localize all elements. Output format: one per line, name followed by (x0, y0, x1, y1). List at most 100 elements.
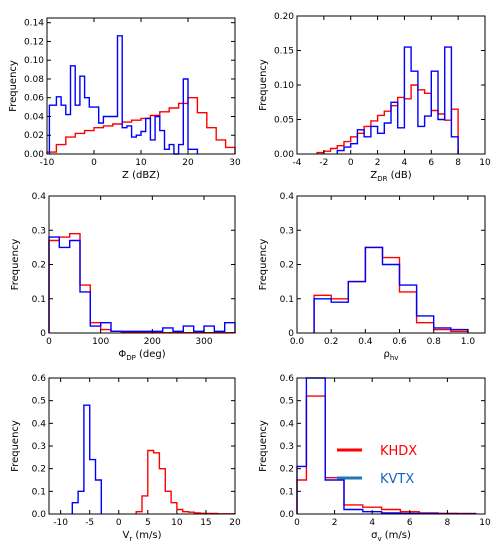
y-tick-label: 0.1 (280, 295, 294, 305)
y-tick-label: 0.2 (280, 261, 294, 271)
x-tick-label: 0.6 (392, 337, 407, 347)
series-kvtx-line (71, 404, 102, 514)
y-tick-label: 0.4 (32, 192, 47, 202)
panel-2: -4 -2 0 2 4 6 8 10 0.00 0.05 0.10 0.15 0.20 Frequency… (258, 12, 491, 183)
y-tick-label: 0.3 (280, 442, 294, 452)
y-tick-label: 0.02 (24, 131, 44, 141)
x-tick-label: 4 (369, 518, 375, 528)
axes-frame (48, 195, 236, 334)
x-tick-label: -5 (85, 518, 94, 528)
x-tick-label: 20 (182, 158, 194, 168)
x-tick-label: 1.0 (461, 337, 476, 347)
y-tick-label: 0.5 (32, 397, 46, 407)
x-tick-label: 0 (348, 158, 354, 168)
x-tick-label: 5 (145, 518, 151, 528)
y-tick-label: 0.00 (274, 150, 294, 160)
x-tick-label: 0.8 (427, 337, 442, 347)
series-khdx-line (313, 246, 469, 333)
x-tick-label: 0 (116, 518, 122, 528)
panel-5: -10 -5 0 5 10 15 20 0.0 0.1 0.2 0.3 0.4 0.5 0.6 Freque… (10, 374, 241, 543)
y-tick-label: 0.04 (24, 112, 44, 122)
legend-label-kvtx: KVTX (380, 472, 414, 487)
y-tick-label: 0.05 (274, 116, 294, 126)
series-kvtx-line (48, 236, 236, 333)
panel-3: 0 100 200 300 0 0.1 0.2 0.3 0.4 Frequency ΦDP (deg… (10, 192, 236, 362)
y-tick-label: 0.4 (280, 419, 295, 429)
y-tick-label: 0.6 (280, 374, 295, 384)
series-kvtx-line (48, 35, 199, 155)
y-tick-label: 0.15 (274, 47, 294, 57)
x-tick-label: 0.2 (324, 337, 338, 347)
series-khdx-line (48, 233, 236, 334)
x-axis-label: Z (dBZ) (122, 170, 160, 181)
x-tick-label: 10 (171, 518, 183, 528)
legend: KHDX KVTX (337, 444, 417, 487)
y-tick-label: 0.3 (32, 226, 46, 236)
y-tick-label: 0.0 (32, 510, 47, 520)
x-tick-label: 0 (294, 518, 300, 528)
series-kvtx-line (336, 46, 459, 154)
series-khdx-line (135, 449, 236, 515)
x-tick-label: 8 (445, 518, 451, 528)
y-axis-label: Frequency (10, 420, 21, 472)
x-tick-label: 10 (135, 158, 147, 168)
x-tick-label: 0.4 (358, 337, 373, 347)
x-axis-label: ΦDP (deg) (118, 349, 165, 362)
x-axis-label: ρhv (384, 349, 399, 362)
y-tick-label: 0.10 (24, 56, 44, 66)
x-tick-label: 8 (455, 158, 461, 168)
y-tick-label: 0.14 (24, 19, 44, 29)
y-axis-label: Frequency (10, 239, 21, 291)
x-axis-label: Vr (m/s) (122, 530, 161, 543)
x-tick-label: 6 (428, 158, 434, 168)
x-tick-label: 4 (402, 158, 408, 168)
y-tick-label: 0.1 (280, 487, 294, 497)
x-tick-label: 200 (144, 337, 161, 347)
x-tick-label: 0 (46, 337, 52, 347)
x-tick-label: -10 (53, 518, 68, 528)
x-tick-label: 30 (229, 158, 241, 168)
y-tick-label: 0.4 (280, 192, 295, 202)
series-kvtx-line (313, 246, 469, 333)
x-tick-label: 100 (92, 337, 109, 347)
panel-1: -10 0 10 20 30 0.00 0.02 0.04 0.06 0.08 0.10 0.12 0.… (8, 17, 241, 181)
y-tick-label: 0 (40, 329, 46, 339)
x-tick-label: 300 (195, 337, 212, 347)
x-tick-label: -4 (293, 158, 302, 168)
y-tick-label: 0.20 (274, 12, 294, 22)
y-axis-label: Frequency (258, 239, 269, 291)
y-tick-label: 0.1 (32, 295, 46, 305)
x-tick-label: 10 (479, 518, 491, 528)
y-axis-label: Frequency (258, 420, 269, 472)
y-tick-label: 0.00 (24, 150, 44, 160)
y-tick-label: 0.0 (280, 510, 295, 520)
y-tick-label: 0.4 (32, 419, 47, 429)
series-khdx-line (46, 97, 236, 154)
y-tick-label: 0.5 (280, 397, 294, 407)
x-axis-label: σv (m/s) (371, 530, 411, 543)
y-tick-label: 0.2 (280, 465, 294, 475)
x-tick-label: 2 (375, 158, 381, 168)
x-tick-label: -2 (319, 158, 328, 168)
y-tick-label: 0.12 (24, 37, 44, 47)
x-tick-label: 0 (91, 158, 97, 168)
y-axis-label: Frequency (8, 60, 19, 112)
axes-frame (296, 15, 486, 155)
x-tick-label: -10 (40, 158, 55, 168)
series-khdx-line (316, 84, 459, 154)
y-tick-label: 0.10 (274, 81, 294, 91)
y-tick-label: 0.2 (32, 465, 46, 475)
x-tick-label: 0.0 (290, 337, 305, 347)
y-tick-label: 0.6 (32, 374, 47, 384)
panel-6: 0 2 4 6 8 10 0.0 0.1 0.2 0.3 0.4 0.5 0.6 Frequency σv … (258, 374, 491, 543)
legend-label-khdx: KHDX (380, 444, 417, 459)
y-tick-label: 0.3 (32, 442, 46, 452)
x-axis-label: ZDR (dB) (370, 170, 411, 183)
y-tick-label: 0 (288, 329, 294, 339)
x-tick-label: 2 (332, 518, 338, 528)
x-tick-label: 15 (200, 518, 211, 528)
y-tick-label: 0.3 (280, 226, 294, 236)
axes-frame (48, 377, 236, 515)
x-tick-label: 20 (229, 518, 241, 528)
